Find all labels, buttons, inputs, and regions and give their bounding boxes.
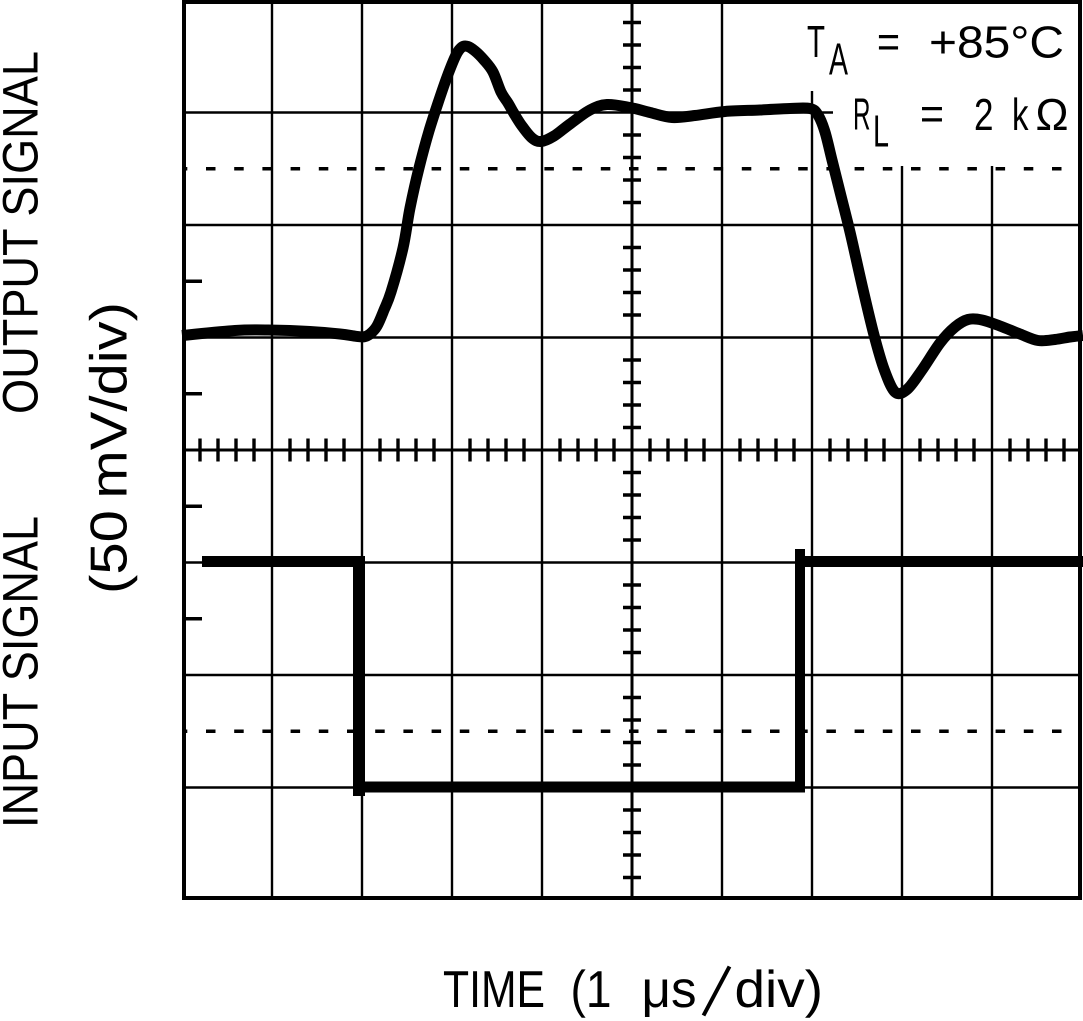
- svg-text:μs: μs: [642, 961, 697, 1019]
- svg-text:div): div): [735, 961, 824, 1019]
- svg-text:T: T: [807, 16, 825, 67]
- svg-text:=: =: [877, 16, 900, 67]
- svg-text:(1: (1: [571, 961, 612, 1019]
- svg-text:A: A: [829, 34, 848, 85]
- svg-text:+85°C: +85°C: [929, 17, 1064, 68]
- svg-text:R: R: [853, 89, 871, 140]
- svg-text:2: 2: [974, 89, 994, 140]
- svg-text:TIME: TIME: [443, 961, 545, 1019]
- svg-text:(50 mV/div): (50 mV/div): [81, 302, 139, 594]
- svg-text:L: L: [873, 106, 889, 157]
- svg-text:=: =: [920, 88, 944, 139]
- svg-text:Ω: Ω: [1036, 89, 1069, 140]
- svg-text:OUTPUT SIGNAL: OUTPUT SIGNAL: [0, 51, 49, 414]
- svg-text:k: k: [1012, 89, 1029, 140]
- svg-text:INPUT SIGNAL: INPUT SIGNAL: [0, 516, 49, 828]
